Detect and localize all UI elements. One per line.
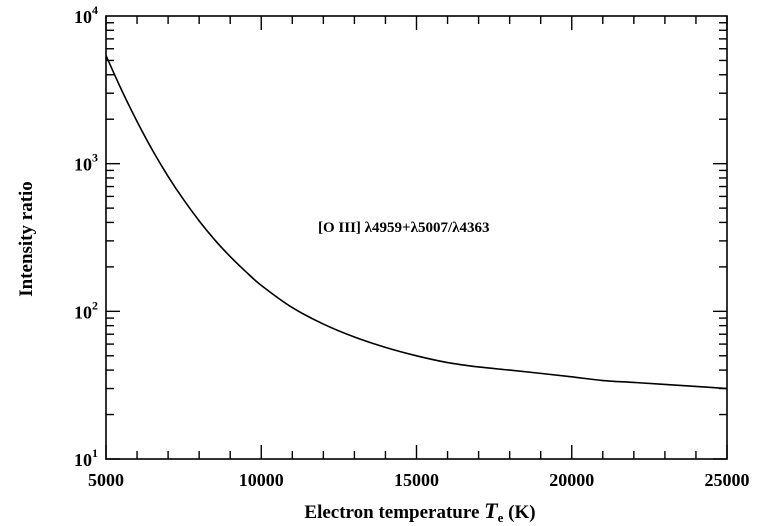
x-axis-label: Electron temperature Te (K) (304, 498, 535, 525)
x-tick-label: 10000 (239, 470, 284, 490)
y-tick-label: 104 (74, 3, 98, 27)
y-tick-label: 101 (74, 446, 98, 470)
x-tick-label: 20000 (549, 470, 594, 490)
x-tick-label: 25000 (705, 470, 750, 490)
intensity-ratio-curve (105, 55, 728, 390)
x-tick-label: 5000 (88, 470, 124, 490)
curve-annotation: [O III] λ4959+λ5007/λ4363 (318, 220, 490, 236)
plot-frame (105, 15, 728, 460)
y-axis-label: Intensity ratio (16, 181, 37, 297)
axis-ticks (105, 16, 728, 460)
y-tick-labels: 101 102 103 104 (74, 3, 98, 470)
y-tick-label: 102 (74, 298, 98, 322)
x-tick-label: 15000 (394, 470, 439, 490)
y-tick-label: 103 (74, 151, 98, 175)
x-tick-labels: 5000 10000 15000 20000 25000 (88, 470, 750, 490)
